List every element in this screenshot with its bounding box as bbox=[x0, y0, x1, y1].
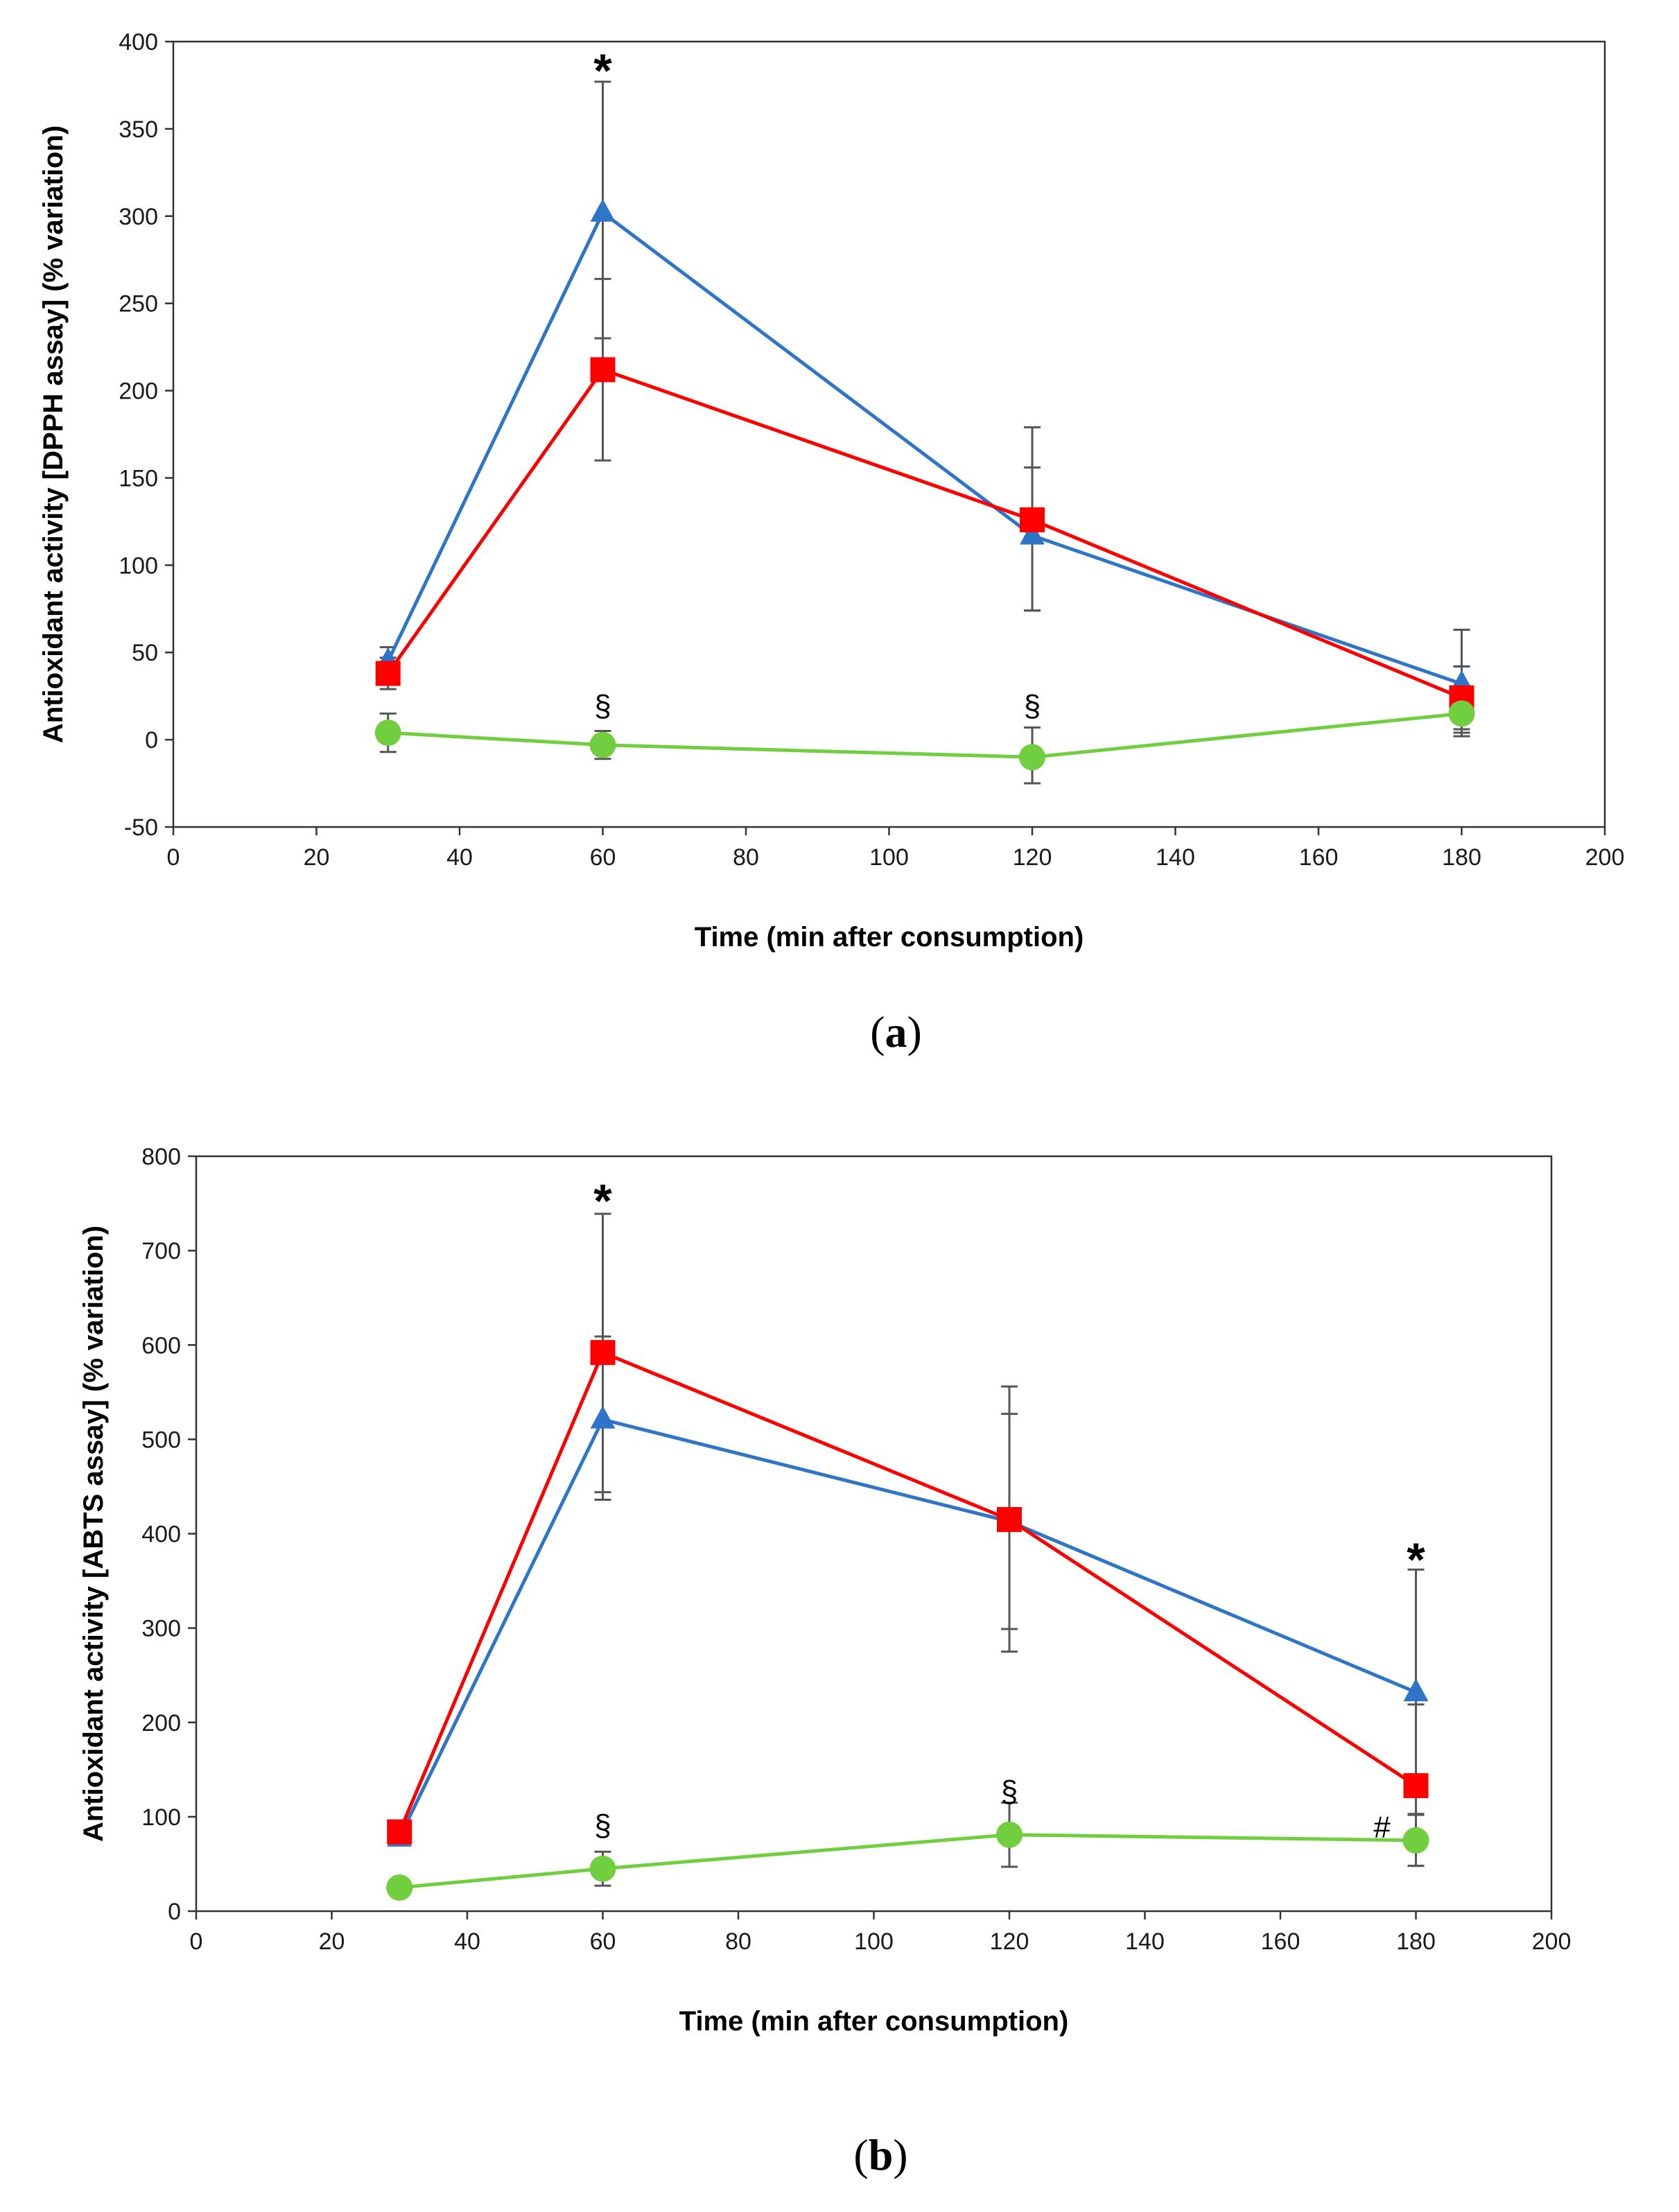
series-line-red-square bbox=[397, 1350, 1417, 1833]
y-axis-label: Antioxidant activity [DPPH assay] (% var… bbox=[38, 125, 69, 743]
y-tick-label: 400 bbox=[119, 29, 158, 55]
data-point-red-square bbox=[375, 661, 401, 686]
x-tick-label: 80 bbox=[725, 1928, 751, 1955]
chart-panel-a: -50 0 50 100 150 200 250 300 350 400 0 20 40 60 80 100 1… bbox=[38, 29, 1624, 1056]
x-tick-label: 60 bbox=[590, 1928, 616, 1955]
x-tick-label: 20 bbox=[304, 844, 330, 871]
data-point-red-square bbox=[387, 1819, 412, 1845]
x-tick-label: 120 bbox=[990, 1928, 1029, 1955]
y-axis-label: Antioxidant activity [ABTS assay] (% var… bbox=[78, 1226, 109, 1842]
data-point-green-circle bbox=[589, 1855, 616, 1882]
x-tick-label: 0 bbox=[190, 1928, 203, 1955]
y-tick-label: 100 bbox=[119, 552, 158, 579]
y-tick-label: 100 bbox=[141, 1804, 181, 1831]
y-tick-label: 700 bbox=[141, 1238, 181, 1264]
y-tick-label: 150 bbox=[119, 465, 158, 491]
x-tick-label: 180 bbox=[1442, 844, 1481, 871]
x-tick-label: 100 bbox=[854, 1928, 894, 1955]
significance-marker: § bbox=[594, 1809, 611, 1843]
data-point-green-circle bbox=[374, 720, 401, 747]
x-tick-label: 40 bbox=[446, 844, 473, 871]
y-tick-label: 0 bbox=[168, 1899, 181, 1925]
panel-caption: (a) bbox=[870, 1007, 922, 1056]
significance-marker: * bbox=[593, 1175, 612, 1228]
y-tick-label: -50 bbox=[124, 815, 158, 841]
y-tick-label: 400 bbox=[141, 1522, 181, 1548]
series-line-green-circle bbox=[388, 711, 1462, 759]
y-tick-label: 200 bbox=[141, 1710, 181, 1736]
x-tick-label: 180 bbox=[1396, 1928, 1436, 1955]
x-tick-label: 140 bbox=[1125, 1928, 1165, 1955]
data-point-red-square bbox=[590, 357, 616, 383]
data-point-blue-triangle bbox=[1403, 1678, 1429, 1702]
x-tick-label: 80 bbox=[733, 844, 759, 871]
data-point-blue-triangle bbox=[590, 1405, 616, 1429]
significance-marker: § bbox=[1001, 1775, 1018, 1809]
x-axis-label: Time (min after consumption) bbox=[695, 922, 1084, 952]
x-tick-label: 120 bbox=[1013, 844, 1052, 871]
x-tick-label: 40 bbox=[454, 1928, 480, 1955]
y-tick-label: 250 bbox=[119, 291, 158, 317]
data-point-red-square bbox=[1020, 507, 1045, 532]
y-tick-label: 600 bbox=[141, 1332, 181, 1359]
error-bars-red-square bbox=[379, 277, 1470, 731]
x-tick-label: 200 bbox=[1585, 844, 1625, 871]
significance-marker: * bbox=[1407, 1533, 1425, 1586]
data-point-red-square bbox=[997, 1507, 1022, 1533]
data-point-blue-triangle bbox=[590, 198, 616, 222]
y-tick-label: 800 bbox=[141, 1144, 181, 1170]
data-point-green-circle bbox=[386, 1874, 413, 1901]
data-point-blue-triangle bbox=[1020, 521, 1045, 545]
data-point-green-circle bbox=[996, 1821, 1023, 1848]
x-tick-label: 200 bbox=[1532, 1928, 1572, 1955]
error-bars-green-circle bbox=[379, 665, 1470, 785]
chart-panel-b: 0 100 200 300 400 500 600 700 800 0 20 40 60 80 100 120… bbox=[78, 1144, 1571, 2179]
data-point-green-circle bbox=[1019, 744, 1045, 771]
y-tick-label: 0 bbox=[145, 727, 158, 754]
significance-marker: § bbox=[594, 689, 611, 723]
y-tick-label: 300 bbox=[141, 1616, 181, 1642]
series-line-red-square bbox=[386, 367, 1463, 699]
data-point-red-square bbox=[590, 1340, 616, 1366]
x-tick-label: 20 bbox=[319, 1928, 345, 1955]
y-tick-label: 500 bbox=[141, 1427, 181, 1453]
y-tick-label: 50 bbox=[132, 640, 158, 666]
x-tick-label: 100 bbox=[869, 844, 909, 871]
x-tick-label: 0 bbox=[167, 844, 180, 871]
y-tick-label: 300 bbox=[119, 204, 158, 230]
significance-marker: § bbox=[1024, 689, 1041, 723]
data-point-green-circle bbox=[1402, 1827, 1429, 1854]
x-axis-label: Time (min after consumption) bbox=[679, 2006, 1069, 2037]
x-tick-label: 60 bbox=[590, 844, 616, 871]
significance-marker: * bbox=[593, 44, 612, 97]
data-point-green-circle bbox=[589, 731, 616, 758]
data-point-red-square bbox=[1403, 1773, 1429, 1798]
significance-marker: # bbox=[1373, 1810, 1391, 1844]
panel-caption: (b) bbox=[853, 2130, 907, 2179]
plot-frame bbox=[172, 40, 1606, 828]
x-tick-label: 160 bbox=[1261, 1928, 1300, 1955]
series-line-blue-triangle bbox=[398, 1418, 1417, 1838]
error-bars-red-square bbox=[594, 1212, 1425, 1867]
plot-frame bbox=[195, 1155, 1553, 1913]
y-tick-label: 200 bbox=[119, 378, 158, 405]
x-tick-label: 140 bbox=[1156, 844, 1195, 871]
y-tick-label: 350 bbox=[119, 116, 158, 143]
data-point-green-circle bbox=[1448, 700, 1475, 727]
x-tick-label: 160 bbox=[1299, 844, 1339, 871]
series-line-green-circle bbox=[399, 1833, 1416, 1890]
